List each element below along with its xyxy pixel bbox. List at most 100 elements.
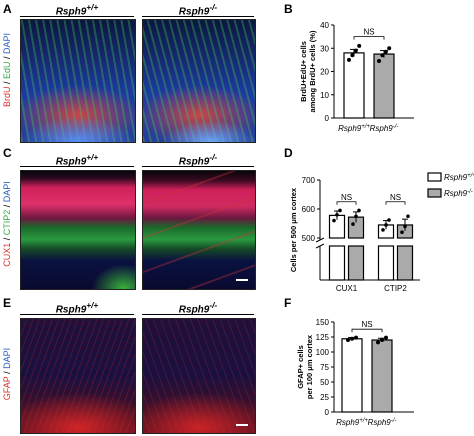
y-tick-label: 75 (320, 363, 329, 372)
genotype-underline (142, 314, 254, 315)
y-tick-label: 50 (320, 378, 329, 387)
panel-letter-b: B (284, 2, 293, 16)
data-point (380, 338, 384, 342)
stain-label-part: / (2, 202, 12, 210)
genotype-base: Rsph9 (336, 418, 360, 427)
genotype-underline (20, 166, 134, 167)
y-axis-label-line: among BrdU+ cells (%) (308, 30, 317, 112)
scale-bar-c (236, 279, 248, 281)
x-tick-label: Rsph9-/- (368, 418, 397, 427)
stain-label-part: / (2, 79, 12, 87)
genotype-sup: -/- (209, 2, 218, 12)
y-tick-label: 10 (320, 91, 329, 100)
data-point (387, 46, 392, 51)
micrograph-a-wt (20, 19, 136, 143)
stain-label-part: GFAP (2, 376, 12, 401)
significance-bracket (385, 201, 406, 205)
data-point (377, 59, 381, 64)
genotype-sup: -/- (391, 418, 397, 424)
panel-letter-d: D (284, 146, 293, 160)
y-tick-label: 125 (316, 333, 330, 342)
genotype-label-wt-a: Rsph9+/+ (20, 2, 134, 17)
genotype-sup: +/+ (86, 152, 99, 162)
stain-label-part: DAPI (2, 181, 12, 203)
y-axis-label: Cells per 500 μm cortex (289, 187, 298, 272)
significance-label: NS (390, 193, 401, 202)
y-axis-label: GFAP+ cells per 100 μm cortex (296, 334, 314, 399)
bar (328, 214, 346, 239)
significance-bracket (353, 36, 385, 40)
data-point (381, 228, 385, 232)
stain-label-c: CUX1 / CTIP2 / DAPI (2, 172, 14, 276)
genotype-base: Rsph9 (444, 173, 468, 182)
significance-bracket (336, 201, 357, 205)
data-point (406, 214, 410, 219)
data-point (403, 224, 407, 229)
data-point (384, 223, 388, 227)
x-tick-label: Rsph9+/+ (338, 124, 370, 133)
genotype-sup: -/- (393, 124, 399, 130)
genotype-base: Rsph9 (55, 6, 87, 18)
legend-swatch (427, 172, 442, 182)
bar-lower (396, 245, 414, 281)
genotype-sup: +/+ (86, 300, 99, 310)
stain-label-part: DAPI (2, 32, 12, 54)
y-tick-label: 150 (316, 318, 330, 327)
y-tick-label: 0 (325, 408, 330, 417)
genotype-underline (20, 16, 134, 17)
bar-lower (347, 245, 365, 281)
data-point (354, 335, 358, 340)
data-point (332, 218, 336, 223)
genotype-sup: +/+ (467, 173, 474, 179)
micrograph-a-ko (142, 19, 256, 143)
bar (377, 224, 395, 239)
data-point (350, 53, 355, 58)
micrograph-e-wt (20, 318, 136, 434)
micrograph-c-wt (20, 170, 136, 290)
data-point (347, 57, 351, 62)
data-point (354, 214, 358, 219)
y-tick-label: 700 (302, 176, 316, 185)
x-tick-label: Rsph9-/- (370, 124, 399, 133)
data-point (338, 208, 342, 213)
stain-label-a: BrdU / EdU / DAPI (2, 18, 14, 122)
genotype-base: Rsph9 (55, 156, 87, 168)
stain-label-part: / (2, 53, 12, 62)
panel-letter-a: A (3, 2, 12, 16)
data-point (357, 208, 361, 213)
bar (341, 338, 363, 413)
y-axis-label: BrdU+EdU+ cells among BrdU+ cells (%) (299, 30, 317, 112)
genotype-sup: -/- (209, 300, 218, 310)
bar (371, 339, 393, 413)
panel-letter-f: F (284, 296, 292, 310)
genotype-underline (142, 166, 254, 167)
stain-label-part: / (2, 235, 12, 243)
genotype-underline (20, 314, 134, 315)
axis-break-mark (315, 243, 325, 249)
stain-label-e: GFAP / DAPI (2, 322, 14, 426)
data-point (380, 53, 385, 58)
data-point (383, 49, 388, 54)
data-point (351, 222, 355, 226)
genotype-base: Rsph9 (55, 304, 87, 316)
y-tick-label: 25 (320, 393, 329, 402)
data-point (376, 340, 380, 345)
bar (343, 52, 365, 119)
y-tick-label: 100 (316, 348, 330, 357)
y-axis-label-line: per 100 μm cortex (305, 334, 314, 399)
axis-break-mark (315, 237, 325, 243)
micrograph-c-ko (142, 170, 256, 290)
y-axis-label-line: BrdU+EdU+ cells (299, 41, 308, 102)
stain-label-part: BrdU (2, 86, 12, 108)
genotype-sup: -/- (467, 189, 473, 195)
micrograph-e-ko (142, 318, 256, 434)
bar (396, 224, 414, 239)
stain-label-part: CTIP2 (2, 209, 12, 236)
stain-label-part: EdU (2, 61, 12, 80)
x-tick-label: CUX1 (336, 284, 358, 293)
genotype-label-wt-c: Rsph9+/+ (20, 152, 134, 167)
bar-lower (328, 245, 346, 281)
y-tick-label: 0 (325, 114, 330, 123)
genotype-base: Rsph9 (338, 124, 362, 133)
panel-letter-e: E (3, 296, 12, 310)
